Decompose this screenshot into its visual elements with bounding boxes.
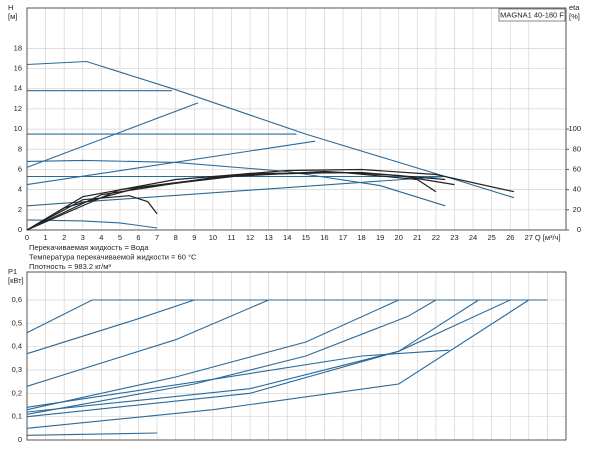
y2-tick-label: 60: [573, 164, 581, 173]
y-tick-label: 10: [14, 124, 22, 133]
x-tick-label: 12: [246, 233, 254, 242]
y2-tick-label: 20: [573, 205, 581, 214]
y-axis-label: [м]: [8, 12, 17, 21]
x-tick-label: 2: [62, 233, 66, 242]
curve: [26, 299, 548, 334]
curve: [26, 140, 316, 186]
y2-tick-label: 100: [568, 124, 581, 133]
y2-tick-label: 0: [577, 225, 581, 234]
x-tick-label: 4: [99, 233, 103, 242]
y-tick-label: 0: [18, 225, 22, 234]
y2-tick-label: 80: [573, 144, 581, 153]
y-tick-label: 14: [14, 84, 22, 93]
x-tick-label: 5: [118, 233, 122, 242]
y-tick-label: 0,6: [12, 295, 22, 304]
x-tick-label: 8: [174, 233, 178, 242]
curve: [26, 299, 195, 355]
x-tick-label: 10: [209, 233, 217, 242]
chart-title: MAGNA1 40-180 F: [500, 10, 564, 19]
x-tick-label: 26: [506, 233, 514, 242]
x-axis-label: Q [м³/ч]: [535, 233, 561, 242]
x-tick-label: 7: [155, 233, 159, 242]
x-tick-label: 21: [413, 233, 421, 242]
x-tick-label: 20: [395, 233, 403, 242]
curve: [26, 159, 446, 207]
y-tick-label: 8: [18, 144, 22, 153]
curve: [26, 219, 158, 229]
x-tick-label: 1: [44, 233, 48, 242]
note: Температура перекачиваемой жидкости = 60…: [29, 252, 197, 261]
y-tick-label: 0,1: [12, 412, 22, 421]
curve: [26, 168, 515, 231]
x-tick-label: 13: [264, 233, 272, 242]
x-tick-label: 18: [357, 233, 365, 242]
y2-axis-label: [%]: [569, 12, 580, 21]
y-axis-label: H: [8, 3, 13, 12]
curve: [26, 299, 437, 415]
x-tick-label: 11: [228, 233, 236, 242]
y-tick-label: 4: [18, 185, 22, 194]
x-tick-label: 14: [283, 233, 291, 242]
x-tick-label: 16: [320, 233, 328, 242]
curve: [26, 299, 269, 387]
y-tick-label: 18: [14, 43, 22, 52]
x-tick-label: 25: [487, 233, 495, 242]
y-tick-label: 16: [14, 64, 22, 73]
x-tick-label: 0: [25, 233, 29, 242]
y-tick-label: 0,5: [12, 318, 22, 327]
x-tick-label: 9: [192, 233, 196, 242]
y-tick-label: 12: [14, 104, 22, 113]
plot-frame: [26, 7, 567, 231]
x-tick-label: 24: [469, 233, 477, 242]
note: Перекачиваемая жидкость = Вода: [29, 243, 149, 252]
y2-axis-label: eta: [569, 3, 580, 12]
x-tick-label: 19: [376, 233, 384, 242]
title-box: [498, 8, 566, 22]
curve: [26, 299, 479, 413]
curve: [26, 60, 515, 199]
x-tick-label: 27: [525, 233, 533, 242]
y-axis-label: [кВт]: [8, 276, 24, 285]
y-tick-label: 0,3: [12, 365, 22, 374]
x-tick-label: 15: [302, 233, 310, 242]
curve: [26, 432, 158, 436]
y2-tick-label: 40: [573, 185, 581, 194]
curve: [26, 171, 446, 231]
curve: [26, 349, 449, 408]
curve: [26, 299, 399, 411]
curve: [26, 102, 199, 168]
curve: [26, 299, 511, 418]
x-tick-label: 3: [81, 233, 85, 242]
curve: [26, 195, 158, 231]
curve: [26, 171, 437, 231]
y-tick-label: 0: [18, 435, 22, 444]
note: Плотность = 983.2 кг/м³: [29, 262, 111, 271]
y-tick-label: 2: [18, 205, 22, 214]
x-tick-label: 17: [339, 233, 347, 242]
y-axis-label: P1: [8, 267, 17, 276]
x-tick-label: 22: [432, 233, 440, 242]
curve: [26, 299, 530, 429]
curve: [26, 175, 446, 207]
y-tick-label: 6: [18, 164, 22, 173]
x-tick-label: 6: [136, 233, 140, 242]
y-tick-label: 0,2: [12, 388, 22, 397]
y-tick-label: 0,4: [12, 342, 22, 351]
plot-frame: [26, 271, 567, 441]
x-tick-label: 23: [450, 233, 458, 242]
